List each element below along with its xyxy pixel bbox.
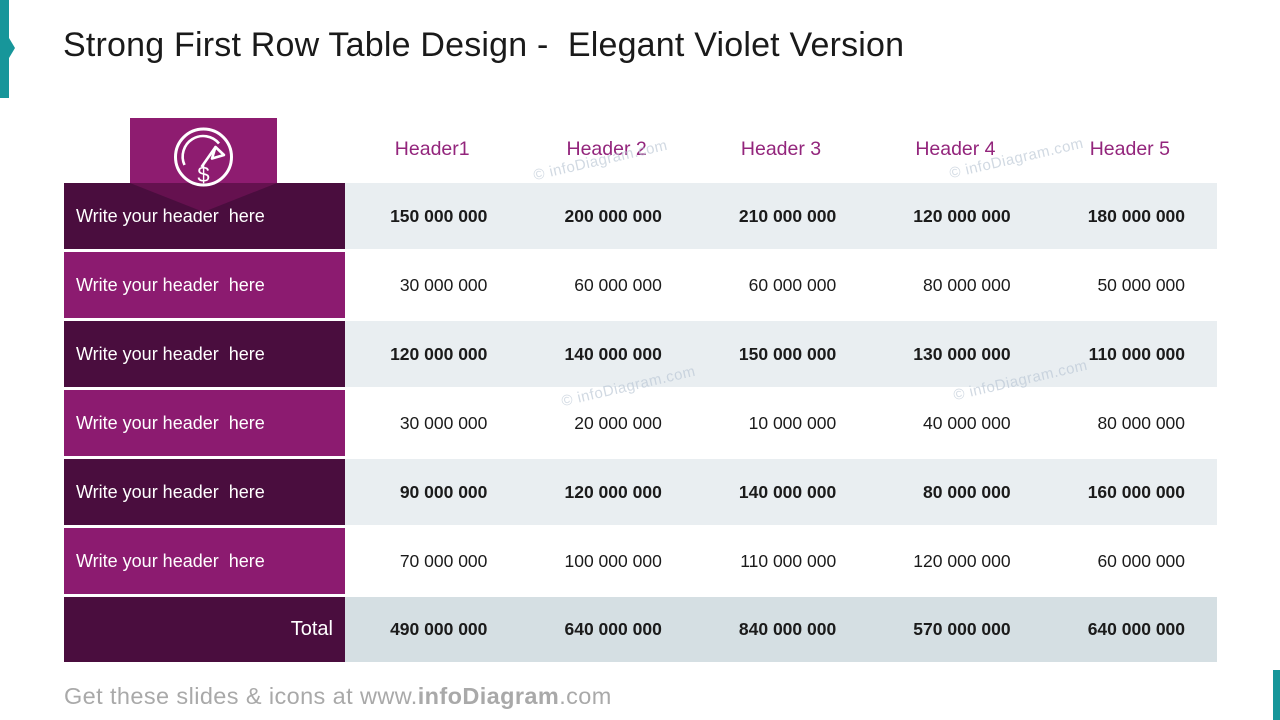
value-cell: 100 000 000 — [519, 528, 694, 594]
total-label-cell: Total — [64, 597, 345, 662]
teal-accent-top-left — [0, 0, 15, 98]
total-row: Total 490 000 000 640 000 000 840 000 00… — [64, 597, 1218, 662]
row-header-cell: Write your header here — [64, 528, 345, 594]
footer-brand: infoDiagram — [417, 683, 560, 709]
value-cell: 120 000 000 — [868, 183, 1043, 249]
row-header-cell: Write your header here — [64, 252, 345, 318]
value-cell: 80 000 000 — [868, 459, 1043, 525]
value-cell: 210 000 000 — [693, 183, 869, 249]
value-cell: 60 000 000 — [519, 252, 694, 318]
table-row: Write your header here 70 000 000 100 000 … — [64, 528, 1218, 597]
header-badge: $ — [130, 118, 277, 214]
chevron-right-icon — [9, 38, 15, 58]
total-value-cell: 570 000 000 — [868, 597, 1043, 662]
value-cell: 90 000 000 — [345, 459, 520, 525]
page-title: Strong First Row Table Design - Elegant … — [63, 26, 905, 64]
column-header-2: Header 2 — [566, 138, 647, 160]
value-cell: 80 000 000 — [868, 252, 1043, 318]
total-value-cell: 640 000 000 — [1042, 597, 1218, 662]
table-row: Write your header here 30 000 000 60 000 0… — [64, 252, 1218, 321]
row-header-cell: Write your header here — [64, 321, 345, 387]
value-cell: 120 000 000 — [868, 528, 1043, 594]
column-header-5: Header 5 — [1089, 138, 1170, 160]
value-cell: 50 000 000 — [1042, 252, 1218, 318]
value-cell: 70 000 000 — [345, 528, 520, 594]
dollar-symbol: $ — [197, 162, 209, 187]
column-header-3: Header 3 — [740, 138, 822, 160]
column-header-4: Header 4 — [915, 138, 996, 160]
footer-text-prefix: Get these slides & icons at www. — [64, 683, 418, 709]
footer-text-suffix: .com — [559, 683, 612, 709]
value-cell: 30 000 000 — [345, 390, 520, 456]
table-row: Write your header here 150 000 000 200 000… — [64, 183, 1218, 252]
table-row: Write your header here 120 000 000 140 000… — [64, 321, 1218, 390]
value-cell: 130 000 000 — [868, 321, 1043, 387]
total-value-cell: 640 000 000 — [519, 597, 694, 662]
column-header-1: Header1 — [394, 138, 470, 160]
value-cell: 60 000 000 — [1042, 528, 1218, 594]
value-cell: 180 000 000 — [1042, 183, 1218, 249]
total-value-cell: 840 000 000 — [693, 597, 869, 662]
row-header-cell: Write your header here — [64, 390, 345, 456]
value-cell: 140 000 000 — [693, 459, 869, 525]
table-rows: Write your header here 150 000 000 200 000… — [64, 183, 1218, 597]
value-cell: 30 000 000 — [345, 252, 520, 318]
value-cell: 10 000 000 — [693, 390, 869, 456]
value-cell: 150 000 000 — [345, 183, 520, 249]
value-cell: 140 000 000 — [519, 321, 694, 387]
column-header-row: Header1 Header 2 Header 3 Header 4 Heade… — [345, 118, 1217, 183]
gauge-dollar-icon: $ — [130, 118, 277, 212]
value-cell: 60 000 000 — [693, 252, 869, 318]
value-cell: 120 000 000 — [519, 459, 694, 525]
value-cell: 150 000 000 — [693, 321, 869, 387]
teal-accent-bottom-right — [1273, 670, 1280, 720]
row-header-cell: Write your header here — [64, 459, 345, 525]
total-value-cell: 490 000 000 — [345, 597, 520, 662]
value-cell: 110 000 000 — [1042, 321, 1218, 387]
value-cell: 80 000 000 — [1042, 390, 1218, 456]
value-cell: 120 000 000 — [345, 321, 520, 387]
value-cell: 20 000 000 — [519, 390, 694, 456]
table-row: Write your header here 30 000 000 20 000 0… — [64, 390, 1218, 459]
table-row: Write your header here 90 000 000 120 000 … — [64, 459, 1218, 528]
value-cell: 160 000 000 — [1042, 459, 1218, 525]
value-cell: 110 000 000 — [693, 528, 869, 594]
value-cell: 200 000 000 — [519, 183, 694, 249]
value-cell: 40 000 000 — [868, 390, 1043, 456]
footer-credit: Get these slides & icons at www.infoDiag… — [64, 683, 612, 710]
